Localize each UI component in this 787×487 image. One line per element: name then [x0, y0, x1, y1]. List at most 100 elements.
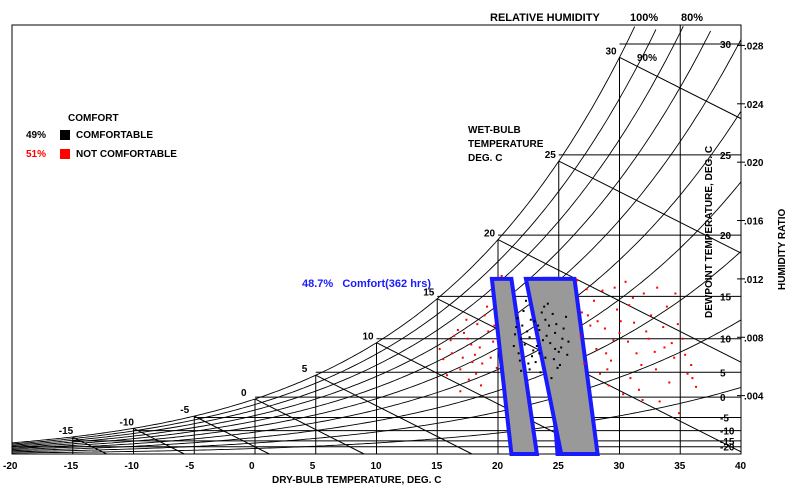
not-comfortable-point	[624, 280, 627, 283]
x-tick-label: 25	[553, 461, 565, 472]
wet-bulb-line	[254, 398, 365, 455]
x-tick-label: -5	[185, 461, 194, 472]
rh-90-label: 90%	[637, 53, 657, 64]
not-comfortable-point	[641, 399, 644, 402]
dewpoint-tick-label: -20	[720, 443, 735, 454]
not-comfortable-point	[492, 340, 495, 343]
not-comfortable-point	[684, 353, 687, 356]
not-comfortable-point	[493, 324, 496, 327]
not-comfortable-point	[462, 331, 465, 334]
not-comfortable-point	[613, 286, 616, 289]
comfortable-point	[543, 305, 546, 308]
legend-not-comfortable-swatch	[60, 149, 70, 159]
not-comfortable-point	[633, 321, 636, 324]
rh-header-80: 80%	[681, 12, 703, 24]
not-comfortable-point	[473, 353, 476, 356]
not-comfortable-point	[606, 368, 609, 371]
comfortable-point	[554, 331, 557, 334]
wet-bulb-label: 15	[423, 288, 435, 299]
x-axis-title: DRY-BULB TEMPERATURE, DEG. C	[272, 475, 441, 486]
not-comfortable-point	[465, 318, 468, 321]
x-tick-label: 40	[735, 461, 747, 472]
not-comfortable-point	[456, 328, 459, 331]
not-comfortable-point	[453, 334, 456, 337]
comfortable-point	[546, 302, 549, 305]
comfortable-point	[526, 330, 529, 333]
wet-bulb-line	[72, 436, 107, 455]
comfortable-point	[520, 337, 523, 340]
not-comfortable-point	[676, 323, 679, 326]
x-tick-label: -20	[3, 461, 18, 472]
comfortable-point	[524, 299, 527, 302]
data-points	[438, 274, 698, 415]
not-comfortable-point	[438, 347, 441, 350]
wet-bulb-label: 25	[545, 150, 557, 161]
x-tick-label: 10	[371, 461, 383, 472]
rh-curve-70	[11, 30, 712, 447]
comfortable-point	[545, 334, 548, 337]
not-comfortable-point	[467, 378, 470, 381]
humidity-ratio-tick-label: .024	[744, 100, 764, 111]
not-comfortable-point	[595, 347, 598, 350]
not-comfortable-point	[658, 400, 661, 403]
not-comfortable-point	[670, 342, 673, 345]
dewpoint-tick-label: 20	[720, 231, 732, 242]
legend-comfortable-swatch	[60, 130, 70, 140]
not-comfortable-point	[475, 372, 478, 375]
x-tick-label: 30	[614, 461, 626, 472]
not-comfortable-point	[635, 352, 638, 355]
comfortable-point	[523, 343, 526, 346]
dewpoint-tick-label: 15	[720, 292, 732, 303]
dewpoint-tick-label: 10	[720, 335, 732, 346]
comfort-annotation: 48.7% Comfort(362 hrs)	[302, 278, 431, 290]
not-comfortable-point	[616, 308, 619, 311]
not-comfortable-point	[662, 326, 665, 329]
not-comfortable-point	[654, 368, 657, 371]
wet-bulb-line	[194, 415, 270, 455]
not-comfortable-point	[637, 388, 640, 391]
not-comfortable-point	[647, 337, 650, 340]
comfortable-point	[515, 326, 518, 329]
legend-title: COMFORT	[68, 113, 119, 124]
comfortable-point	[533, 320, 536, 323]
not-comfortable-point	[674, 292, 677, 295]
humidity-ratio-tick-label: .012	[744, 275, 764, 286]
not-comfortable-point	[645, 330, 648, 333]
humidity-ratio-tick-label: .008	[744, 333, 764, 344]
humidity-ratio-tick-label: .016	[744, 217, 764, 228]
rh-header-title: RELATIVE HUMIDITY	[490, 12, 600, 24]
not-comfortable-point	[583, 362, 586, 365]
grid-layer	[11, 25, 745, 455]
not-comfortable-point	[449, 339, 452, 342]
not-comfortable-point	[690, 363, 693, 366]
not-comfortable-point	[596, 320, 599, 323]
comfortable-point	[518, 359, 521, 362]
x-tick-label: -15	[64, 461, 79, 472]
x-tick-label: -10	[125, 461, 140, 472]
comfortable-point	[560, 346, 563, 349]
not-comfortable-point	[622, 393, 625, 396]
x-tick-label: 5	[310, 461, 316, 472]
not-comfortable-point	[691, 377, 694, 380]
wet-bulb-label: 10	[363, 332, 375, 343]
comfort-zone-1	[489, 276, 540, 456]
comfortable-point	[538, 352, 541, 355]
comfortable-point	[561, 337, 564, 340]
not-comfortable-point	[466, 337, 469, 340]
not-comfortable-point	[629, 377, 632, 380]
not-comfortable-point	[471, 361, 474, 364]
x-tick-label: 20	[492, 461, 504, 472]
not-comfortable-point	[585, 288, 588, 291]
not-comfortable-point	[650, 314, 653, 317]
comfortable-point	[512, 345, 515, 348]
not-comfortable-point	[478, 346, 481, 349]
wet-bulb-label: -5	[180, 405, 189, 416]
not-comfortable-point	[461, 356, 464, 359]
not-comfortable-point	[673, 356, 676, 359]
wet-bulb-label: 0	[241, 388, 247, 399]
not-comfortable-point	[695, 385, 698, 388]
comfortable-point	[539, 371, 542, 374]
comfortable-point	[529, 318, 532, 321]
comfortable-point	[531, 355, 534, 358]
wet-bulb-title-1: WET-BULB	[468, 125, 521, 136]
